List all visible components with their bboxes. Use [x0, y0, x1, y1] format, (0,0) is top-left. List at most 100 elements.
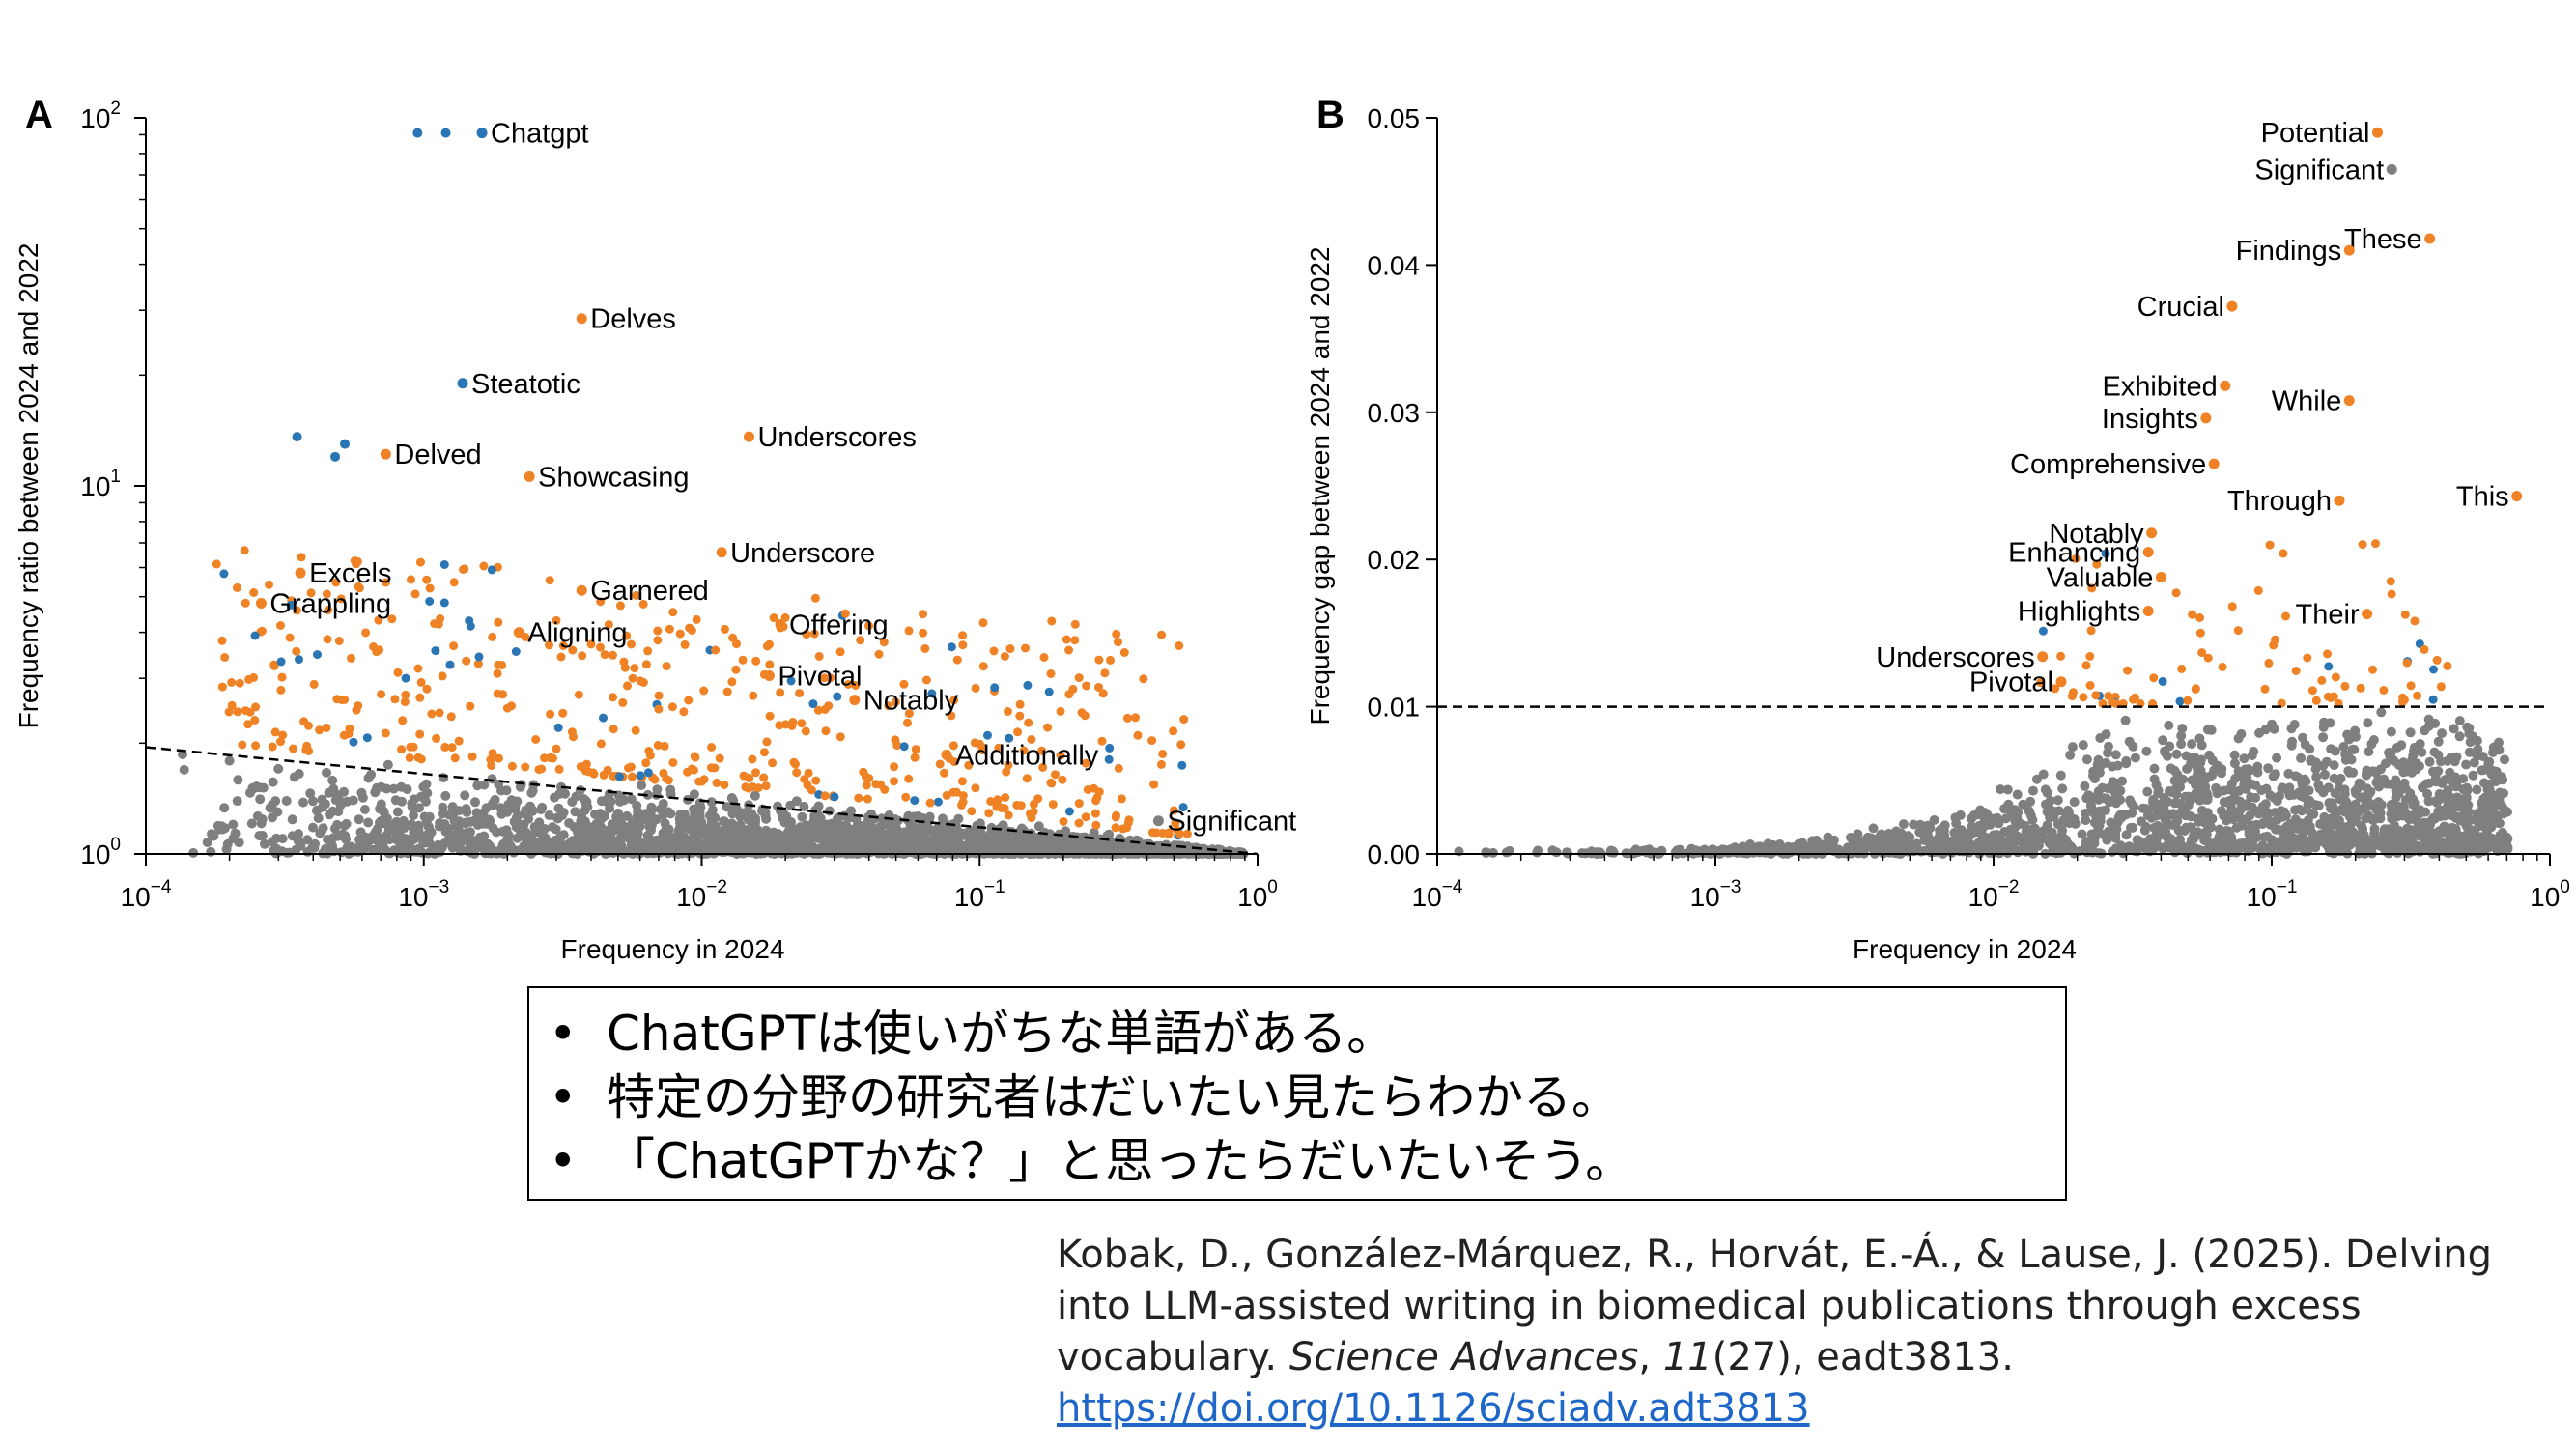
above-threshold-point	[628, 772, 637, 781]
point-label: Delved	[394, 440, 481, 470]
above-threshold-point	[1024, 718, 1033, 727]
background-point	[2333, 806, 2343, 816]
above-threshold-point	[578, 651, 587, 661]
background-point	[505, 797, 516, 808]
background-point	[750, 818, 760, 829]
above-threshold-point	[1064, 807, 1074, 816]
background-point	[797, 825, 807, 836]
above-threshold-point	[332, 695, 342, 704]
background-point	[2310, 764, 2321, 775]
background-point	[684, 815, 694, 826]
above-threshold-point	[1080, 711, 1090, 721]
above-threshold-point	[393, 668, 403, 677]
background-point	[2194, 733, 2205, 744]
background-point	[711, 832, 722, 842]
background-point	[570, 807, 580, 817]
background-point	[750, 790, 760, 801]
background-point	[2433, 736, 2444, 747]
background-point	[879, 839, 890, 850]
background-point	[2204, 750, 2215, 760]
background-point	[2389, 755, 2399, 766]
above-threshold-point	[240, 546, 249, 555]
background-point	[1015, 826, 1026, 837]
background-point	[2103, 783, 2113, 794]
extra-point	[412, 128, 423, 138]
above-threshold-point	[1117, 794, 1126, 804]
above-threshold-point	[919, 610, 927, 619]
background-point	[700, 823, 711, 834]
background-point	[2164, 720, 2174, 730]
background-point	[890, 836, 899, 846]
background-point	[2120, 715, 2131, 725]
above-threshold-point	[1094, 682, 1103, 692]
background-point	[2130, 753, 2140, 763]
above-threshold-point	[638, 678, 648, 687]
background-point	[2440, 775, 2450, 785]
background-point	[372, 782, 382, 793]
background-point	[2160, 806, 2170, 816]
above-threshold-point	[927, 689, 937, 698]
background-point	[2067, 742, 2078, 753]
background-point	[796, 833, 807, 843]
background-point	[2187, 739, 2197, 750]
above-threshold-point	[295, 655, 303, 665]
background-point	[2093, 786, 2104, 797]
above-threshold-point	[488, 749, 497, 758]
extra-point	[292, 432, 302, 442]
background-point	[1106, 837, 1117, 847]
above-threshold-point	[631, 725, 640, 735]
background-point	[232, 796, 242, 807]
above-threshold-point	[904, 774, 914, 783]
background-point	[2128, 741, 2138, 752]
above-threshold-point	[715, 753, 724, 763]
background-point	[689, 789, 699, 800]
above-threshold-point	[935, 759, 945, 769]
above-threshold-point	[416, 677, 426, 687]
above-threshold-point	[879, 638, 889, 647]
background-point	[1883, 828, 1894, 838]
above-threshold-point	[761, 781, 771, 791]
background-point	[2126, 799, 2137, 809]
above-threshold-point	[667, 702, 677, 712]
background-point	[1986, 843, 1996, 854]
above-threshold-point	[765, 711, 775, 721]
labeled-point	[295, 567, 306, 579]
above-threshold-point	[919, 628, 928, 638]
background-point	[624, 847, 635, 858]
background-point	[421, 796, 431, 807]
above-threshold-point	[352, 705, 361, 715]
background-point	[2325, 718, 2335, 728]
background-point	[2423, 714, 2434, 724]
background-point	[624, 828, 635, 838]
background-point	[992, 833, 1003, 843]
above-threshold-point	[425, 583, 435, 593]
above-threshold-point	[440, 742, 450, 752]
background-point	[2436, 841, 2447, 852]
above-threshold-point	[1179, 715, 1189, 724]
background-point	[2098, 806, 2109, 816]
above-threshold-point	[467, 752, 477, 761]
background-point	[930, 826, 941, 837]
background-point	[2363, 718, 2373, 728]
point-label: Pivotal	[778, 661, 862, 692]
background-point	[470, 797, 480, 808]
above-threshold-point	[567, 727, 577, 737]
above-threshold-point	[1100, 668, 1110, 678]
above-threshold-point	[1111, 823, 1120, 833]
background-point	[2483, 758, 2494, 769]
above-threshold-point	[622, 631, 632, 640]
background-point	[2286, 724, 2297, 734]
background-point	[2159, 829, 2169, 839]
above-threshold-point	[292, 646, 301, 656]
background-point	[456, 829, 467, 839]
y-axis-label: Frequency ratio between 2024 and 2022	[14, 243, 43, 729]
background-point	[2235, 796, 2246, 807]
background-point	[2393, 825, 2404, 836]
above-threshold-point	[948, 741, 958, 751]
labeled-point	[524, 470, 535, 482]
background-point	[2069, 797, 2080, 808]
y-tick-label: 101	[80, 467, 121, 501]
background-point	[610, 825, 621, 835]
above-threshold-point	[964, 760, 974, 770]
above-threshold-point	[1164, 828, 1174, 838]
